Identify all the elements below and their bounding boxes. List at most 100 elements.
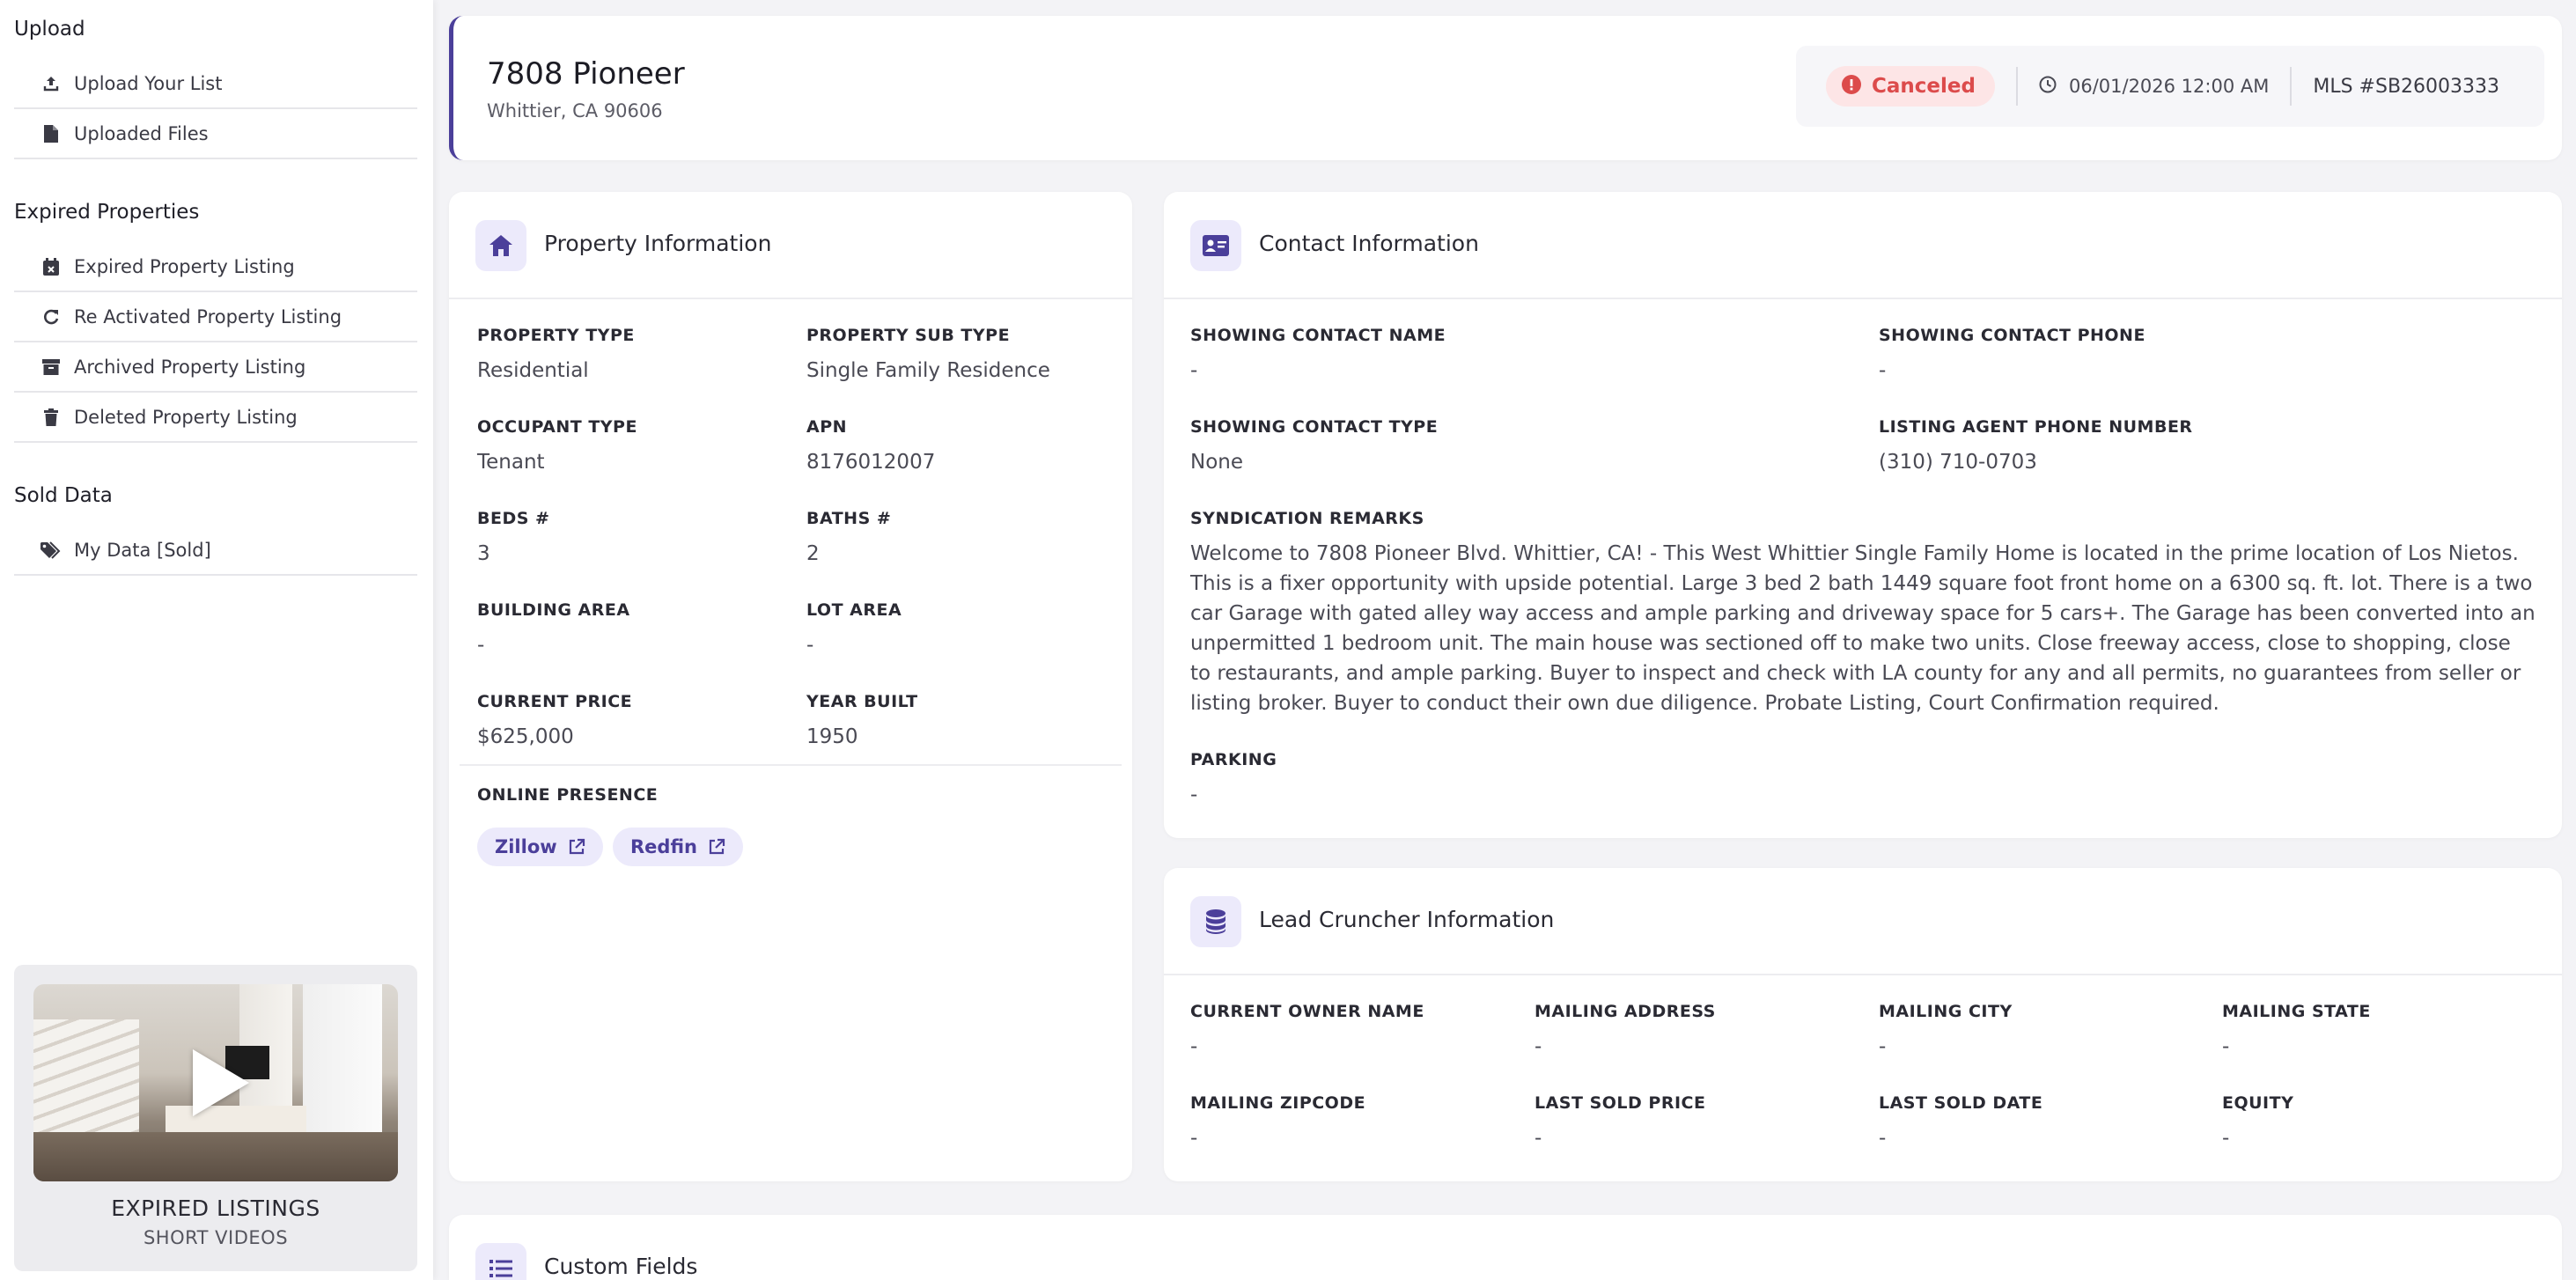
field-value: None [1190, 451, 1244, 474]
play-icon[interactable] [193, 1049, 249, 1116]
field-label: YEAR BUILT [806, 692, 918, 711]
video-thumbnail[interactable] [33, 984, 398, 1181]
divider [2015, 67, 2018, 106]
trash-icon [39, 408, 63, 426]
field-value: - [1535, 1127, 1542, 1150]
sidebar-item-deleted-listing[interactable]: Deleted Property Listing [14, 394, 417, 443]
sidebar-item-label: My Data [Sold] [74, 540, 211, 561]
divider [460, 764, 1122, 766]
field-label: MAILING STATE [2222, 1002, 2371, 1021]
field-value: - [1190, 1035, 1198, 1058]
sidebar-item-label: Re Activated Property Listing [74, 306, 342, 327]
listing-date: 06/01/2026 12:00 AM [2039, 76, 2269, 98]
field-value: Tenant [477, 451, 545, 474]
id-card-icon [1190, 220, 1241, 271]
video-subtitle: SHORT VIDEOS [143, 1227, 289, 1248]
field-label: MAILING ZIPCODE [1190, 1093, 1366, 1113]
card-title: Lead Cruncher Information [1259, 907, 1555, 932]
field-label: PROPERTY TYPE [477, 326, 635, 345]
external-link-icon [708, 838, 725, 856]
sidebar-item-label: Upload Your List [74, 73, 223, 94]
card-header: Contact Information [1164, 192, 2562, 299]
field-value: $625,000 [477, 725, 574, 748]
zillow-link[interactable]: Zillow [477, 828, 603, 866]
calendar-x-icon [39, 258, 63, 276]
home-icon [475, 220, 526, 271]
property-address: Whittier, CA 90606 [487, 100, 663, 121]
field-value: - [2222, 1127, 2230, 1150]
header-meta: Canceled 06/01/2026 12:00 AM MLS #SB2600… [1796, 46, 2544, 127]
field-value: Residential [477, 359, 589, 382]
field-label: CURRENT PRICE [477, 692, 633, 711]
status-badge: Canceled [1826, 66, 1995, 107]
field-value: - [1879, 1035, 1887, 1058]
field-label: BEDS # [477, 509, 550, 528]
sidebar-item-reactivated-listing[interactable]: Re Activated Property Listing [14, 293, 417, 342]
video-title: EXPIRED LISTINGS [111, 1195, 320, 1221]
external-link-icon [568, 838, 585, 856]
property-header: 7808 Pioneer Whittier, CA 90606 Canceled… [449, 16, 2562, 160]
status-text: Canceled [1872, 75, 1976, 98]
custom-fields-card: Custom Fields [449, 1215, 2562, 1280]
redfin-link[interactable]: Redfin [613, 828, 743, 866]
field-label: LAST SOLD PRICE [1535, 1093, 1706, 1113]
parking-label: PARKING [1190, 750, 1277, 769]
online-presence-label: ONLINE PRESENCE [477, 785, 659, 805]
list-icon [475, 1243, 526, 1280]
field-value: - [1879, 359, 1887, 382]
field-value: 3 [477, 542, 490, 565]
field-label: BUILDING AREA [477, 600, 630, 620]
field-label: LAST SOLD DATE [1879, 1093, 2043, 1113]
remarks-label: SYNDICATION REMARKS [1190, 509, 1424, 528]
sidebar-item-label: Expired Property Listing [74, 256, 295, 277]
field-value: (310) 710-0703 [1879, 451, 2037, 474]
archive-icon [39, 359, 63, 375]
field-label: APN [806, 417, 848, 437]
sidebar-item-archived-listing[interactable]: Archived Property Listing [14, 343, 417, 393]
field-value: - [806, 634, 814, 657]
tags-icon [39, 541, 63, 559]
card-header: Property Information [449, 192, 1132, 299]
field-value: - [1879, 1127, 1887, 1150]
video-card[interactable]: EXPIRED LISTINGS SHORT VIDEOS [14, 965, 417, 1271]
sidebar-item-uploaded-files[interactable]: Uploaded Files [14, 110, 417, 159]
field-value: Single Family Residence [806, 359, 1050, 382]
sidebar-item-label: Archived Property Listing [74, 357, 306, 378]
sidebar-section-expired: Expired Properties [14, 201, 200, 224]
field-value: 2 [806, 542, 820, 565]
divider [2290, 67, 2293, 106]
field-label: PROPERTY SUB TYPE [806, 326, 1011, 345]
card-title: Custom Fields [544, 1254, 698, 1279]
field-label: MAILING CITY [1879, 1002, 2013, 1021]
contact-information-card: Contact Information SHOWING CONTACT NAME… [1164, 192, 2562, 838]
field-label: LOT AREA [806, 600, 902, 620]
field-label: BATHS # [806, 509, 892, 528]
sidebar-item-expired-listing[interactable]: Expired Property Listing [14, 243, 417, 292]
lead-cruncher-card: Lead Cruncher Information CURRENT OWNER … [1164, 868, 2562, 1181]
field-label: LISTING AGENT PHONE NUMBER [1879, 417, 2193, 437]
database-icon [1190, 896, 1241, 947]
sidebar-item-upload-your-list[interactable]: Upload Your List [14, 60, 417, 109]
parking-value: - [1190, 783, 1198, 806]
upload-icon [39, 75, 63, 92]
sidebar-section-upload: Upload [14, 18, 85, 40]
card-header: Lead Cruncher Information [1164, 868, 2562, 975]
file-icon [39, 125, 63, 143]
clock-icon [2039, 76, 2057, 98]
sidebar-item-my-data-sold[interactable]: My Data [Sold] [14, 526, 417, 576]
field-value: 1950 [806, 725, 858, 748]
mls-number: MLS #SB26003333 [2313, 75, 2500, 98]
sidebar-section-sold: Sold Data [14, 484, 113, 507]
page-title: 7808 Pioneer [487, 56, 685, 92]
refresh-icon [39, 308, 63, 326]
sidebar-item-label: Uploaded Files [74, 123, 209, 144]
field-label: SHOWING CONTACT PHONE [1879, 326, 2145, 345]
field-value: - [1190, 1127, 1198, 1150]
date-text: 06/01/2026 12:00 AM [2068, 76, 2270, 97]
property-information-card: Property Information PROPERTY TYPE Resid… [449, 192, 1132, 1181]
field-label: EQUITY [2222, 1093, 2294, 1113]
field-label: MAILING ADDRESS [1535, 1002, 1716, 1021]
field-value: 8176012007 [806, 451, 936, 474]
field-label: SHOWING CONTACT TYPE [1190, 417, 1439, 437]
field-value: - [1190, 359, 1198, 382]
